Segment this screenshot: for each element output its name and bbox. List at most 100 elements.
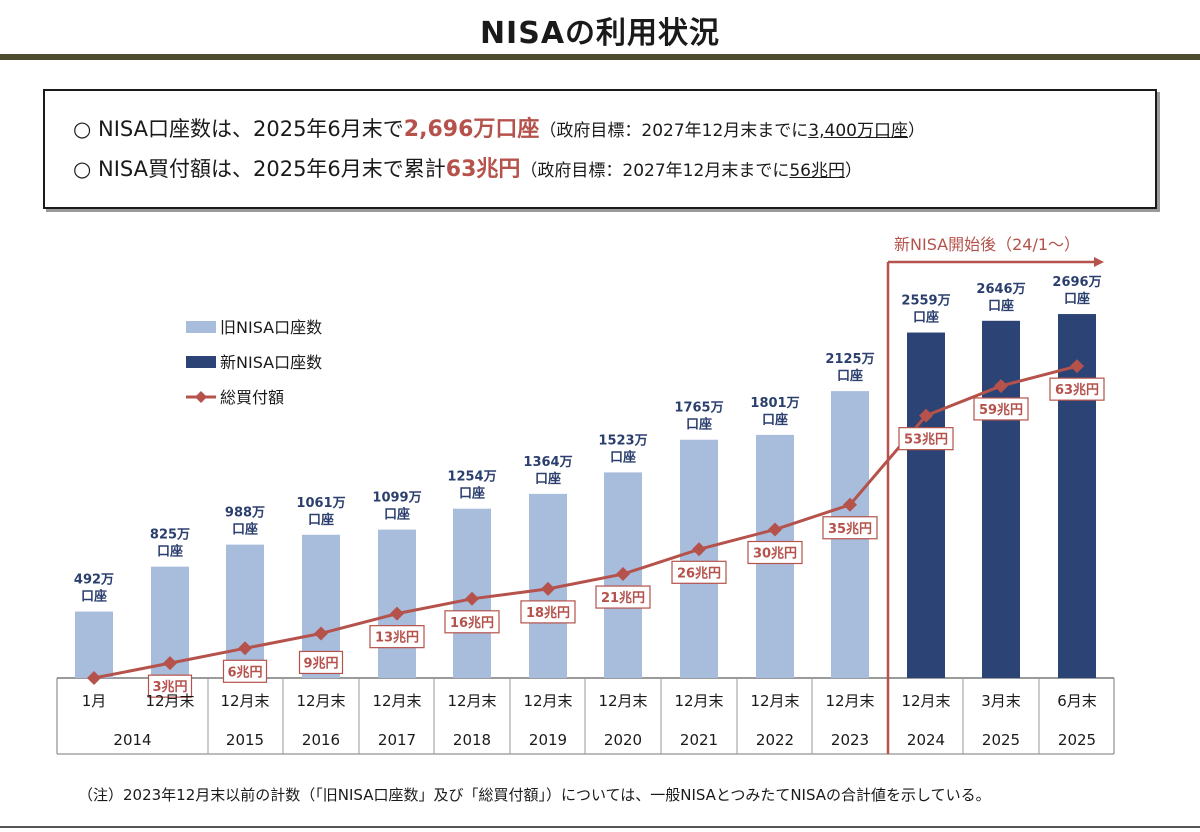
account-value-label: 2559万: [901, 294, 950, 309]
account-value-label: 1099万: [372, 491, 421, 506]
bullet-circle-icon: ○: [73, 157, 92, 181]
total-purchase-point: [768, 522, 782, 537]
year-label: 2024: [907, 731, 945, 749]
x-tick-label: 12月末: [523, 692, 572, 710]
accounts-target: 3,400万口座: [808, 121, 908, 141]
account-value-label: 1801万: [750, 396, 799, 411]
total-purchase-label-box: [973, 397, 1029, 421]
target-note-prefix: （政府目標：2027年12月末までに: [520, 161, 790, 181]
x-tick-label: 12月末: [825, 692, 874, 710]
total-purchase-label-box: [222, 659, 268, 683]
year-label: 2020: [604, 731, 642, 749]
total-purchase-point: [692, 542, 706, 557]
legend-label: 旧NISA口座数: [220, 318, 322, 337]
total-purchase-label-box: [1049, 377, 1105, 401]
account-value-label: 1523万: [598, 433, 647, 448]
footnote: （注）2023年12月末以前の計数（「旧NISA口座数」及び「総買付額」）につい…: [78, 786, 991, 804]
total-purchase-point: [465, 591, 479, 606]
account-value-label: 1061万: [296, 496, 345, 511]
x-tick-label: 12月末: [598, 692, 647, 710]
x-tick-label: 12月末: [447, 692, 496, 710]
year-label: 2018: [453, 731, 491, 749]
legend-swatch-old-nisa: [186, 321, 216, 333]
total-purchase-label: 53兆円: [904, 432, 948, 448]
summary-text: NISA買付額は、2025年6月末で累計: [91, 157, 446, 181]
account-unit-label: 口座: [459, 486, 485, 502]
year-label: 2023: [831, 731, 869, 749]
page-title: NISAの利用状況: [479, 16, 721, 51]
summary-box: ○ NISA口座数は、2025年6月末で2,696万口座（政府目標：2027年1…: [43, 89, 1157, 209]
total-purchase-label-box: [520, 600, 576, 624]
account-unit-label: 口座: [837, 368, 863, 384]
total-purchase-label: 13兆円: [375, 630, 419, 646]
total-purchase-point: [994, 378, 1008, 393]
account-value-label: 2646万: [976, 282, 1025, 297]
account-unit-label: 口座: [913, 310, 939, 326]
purchases-highlight: 63兆円: [445, 157, 521, 182]
x-tick-label: 3月末: [981, 692, 1021, 710]
legend-swatch-new-nisa: [186, 356, 216, 368]
account-value-label: 1765万: [674, 401, 723, 416]
account-unit-label: 口座: [988, 298, 1014, 314]
account-value-label: 2125万: [825, 352, 874, 367]
total-purchase-label: 3兆円: [152, 679, 187, 695]
account-unit-label: 口座: [535, 471, 561, 487]
account-bar: [907, 332, 945, 678]
account-value-label: 988万: [225, 506, 265, 521]
year-label: 2025: [1058, 731, 1096, 749]
account-bar: [680, 439, 718, 678]
year-label: 2019: [529, 731, 567, 749]
account-unit-label: 口座: [610, 449, 636, 465]
total-purchase-label-box: [747, 540, 803, 565]
legend-diamond-icon: [195, 391, 207, 403]
account-value-label: 1254万: [447, 470, 496, 485]
total-purchase-label: 63兆円: [1055, 382, 1099, 398]
x-tick-label: 12月末: [296, 692, 345, 710]
total-purchase-label: 35兆円: [828, 521, 872, 537]
year-label: 2016: [302, 731, 340, 749]
total-purchase-label: 59兆円: [979, 402, 1023, 418]
account-value-label: 825万: [150, 528, 190, 543]
year-label: 2015: [226, 731, 264, 749]
total-purchase-point: [314, 626, 328, 641]
total-purchase-label: 18兆円: [526, 605, 570, 621]
account-bar: [75, 611, 113, 678]
bottom-divider: [0, 826, 1200, 828]
total-purchase-point: [843, 497, 857, 512]
total-purchase-point: [541, 581, 555, 596]
total-purchase-point: [238, 641, 252, 656]
total-purchase-point: [616, 567, 630, 582]
total-purchase-point: [1070, 359, 1084, 374]
x-tick-label: 1月: [82, 692, 107, 710]
new-nisa-annotation: 新NISA開始後（24/1～）: [894, 235, 1080, 254]
account-bar: [226, 544, 264, 678]
total-purchase-point: [87, 671, 101, 685]
year-label: 2025: [982, 731, 1020, 749]
total-purchase-label: 9兆円: [303, 655, 338, 671]
account-bar: [378, 529, 416, 678]
target-note-prefix: （政府目標：2027年12月末までに: [539, 121, 809, 141]
arrow-right-icon: [1094, 257, 1104, 267]
legend-label: 総買付額: [220, 388, 284, 407]
total-purchase-label-box: [595, 585, 651, 609]
x-tick-label: 12月末: [674, 692, 723, 710]
total-purchase-label-box: [444, 610, 500, 634]
x-tick-label: 12月末: [901, 692, 950, 710]
account-bar: [1058, 314, 1096, 678]
title-divider: [0, 54, 1200, 60]
year-label: 2017: [378, 731, 416, 749]
total-purchase-label: 6兆円: [227, 664, 262, 680]
account-value-label: 1364万: [523, 455, 572, 470]
x-tick-label: 12月末: [750, 692, 799, 710]
total-purchase-point: [390, 606, 404, 621]
account-bar: [982, 320, 1020, 678]
total-purchase-label: 26兆円: [677, 565, 721, 581]
total-purchase-point: [919, 408, 933, 423]
account-value-label: 2696万: [1052, 275, 1101, 290]
account-unit-label: 口座: [232, 522, 258, 538]
year-label: 2014: [113, 731, 151, 749]
account-unit-label: 口座: [686, 417, 712, 433]
x-tick-label: 12月末: [372, 692, 421, 710]
x-tick-label: 12月末: [145, 692, 194, 710]
